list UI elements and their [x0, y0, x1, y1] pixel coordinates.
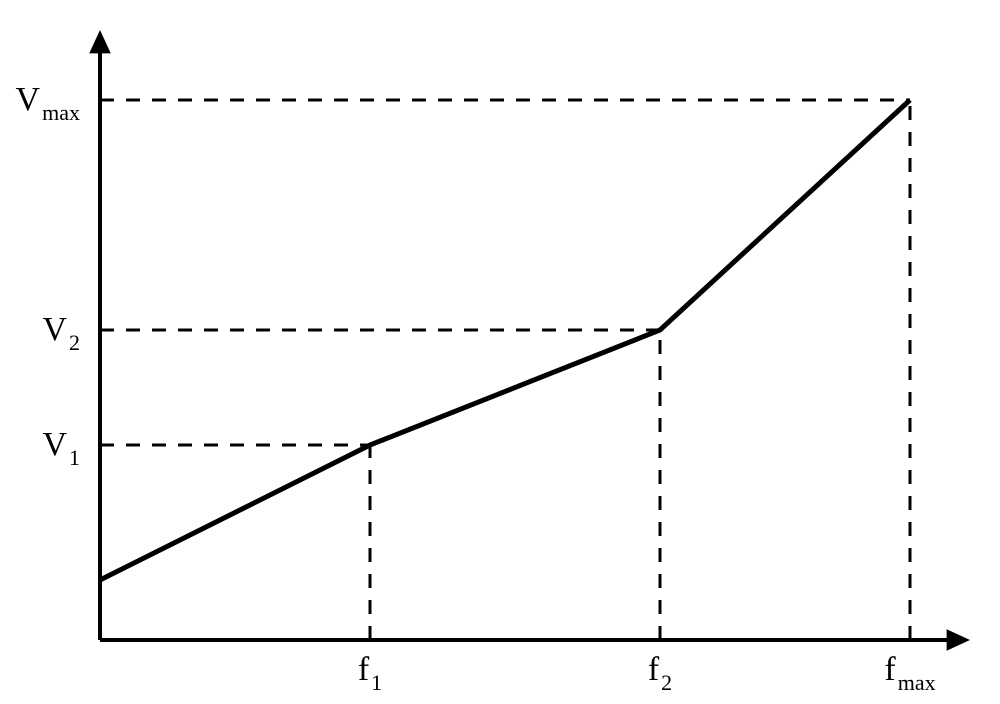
chart-background: [0, 0, 1000, 704]
vf-chart: f1f2fmaxV1V2Vmax: [0, 0, 1000, 704]
